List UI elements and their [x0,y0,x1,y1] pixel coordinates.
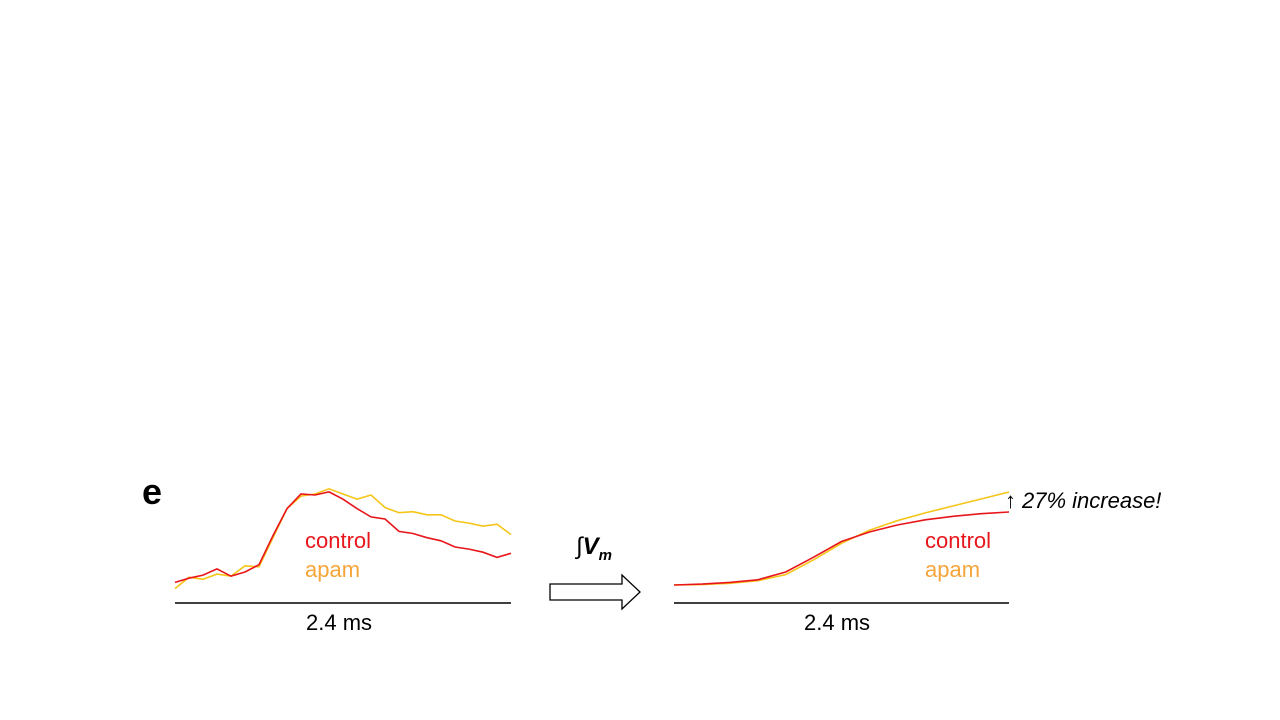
integral-vm-chart [673,491,1010,604]
transform-arrow-icon [549,573,641,611]
vm-variable: V [582,533,599,560]
raw-vm-legend-control: control [305,528,372,553]
integral-vm-legend-control: control [925,528,992,553]
integral-vm-legend-apam: apam [925,557,981,582]
panel-label: e [142,471,163,512]
integral-vm-apam-line [673,491,1010,586]
raw-vm-chart [174,487,512,604]
raw-vm-legend-apam: apam [305,557,361,582]
up-arrow-icon: ↑ [1005,488,1016,513]
integral-operation-label: ∫Vm [576,533,612,564]
increase-text: 27% increase! [1022,488,1162,513]
raw-vm-control-line [174,491,512,584]
integral-vm-scalebar-label: 2.4 ms [804,610,871,635]
raw-vm-scalebar-label: 2.4 ms [306,610,373,635]
vm-subscript: m [598,547,612,564]
integral-symbol: ∫ [576,533,583,560]
increase-annotation: ↑ 27% increase! [1005,490,1161,512]
integral-vm-control-line [673,511,1010,586]
